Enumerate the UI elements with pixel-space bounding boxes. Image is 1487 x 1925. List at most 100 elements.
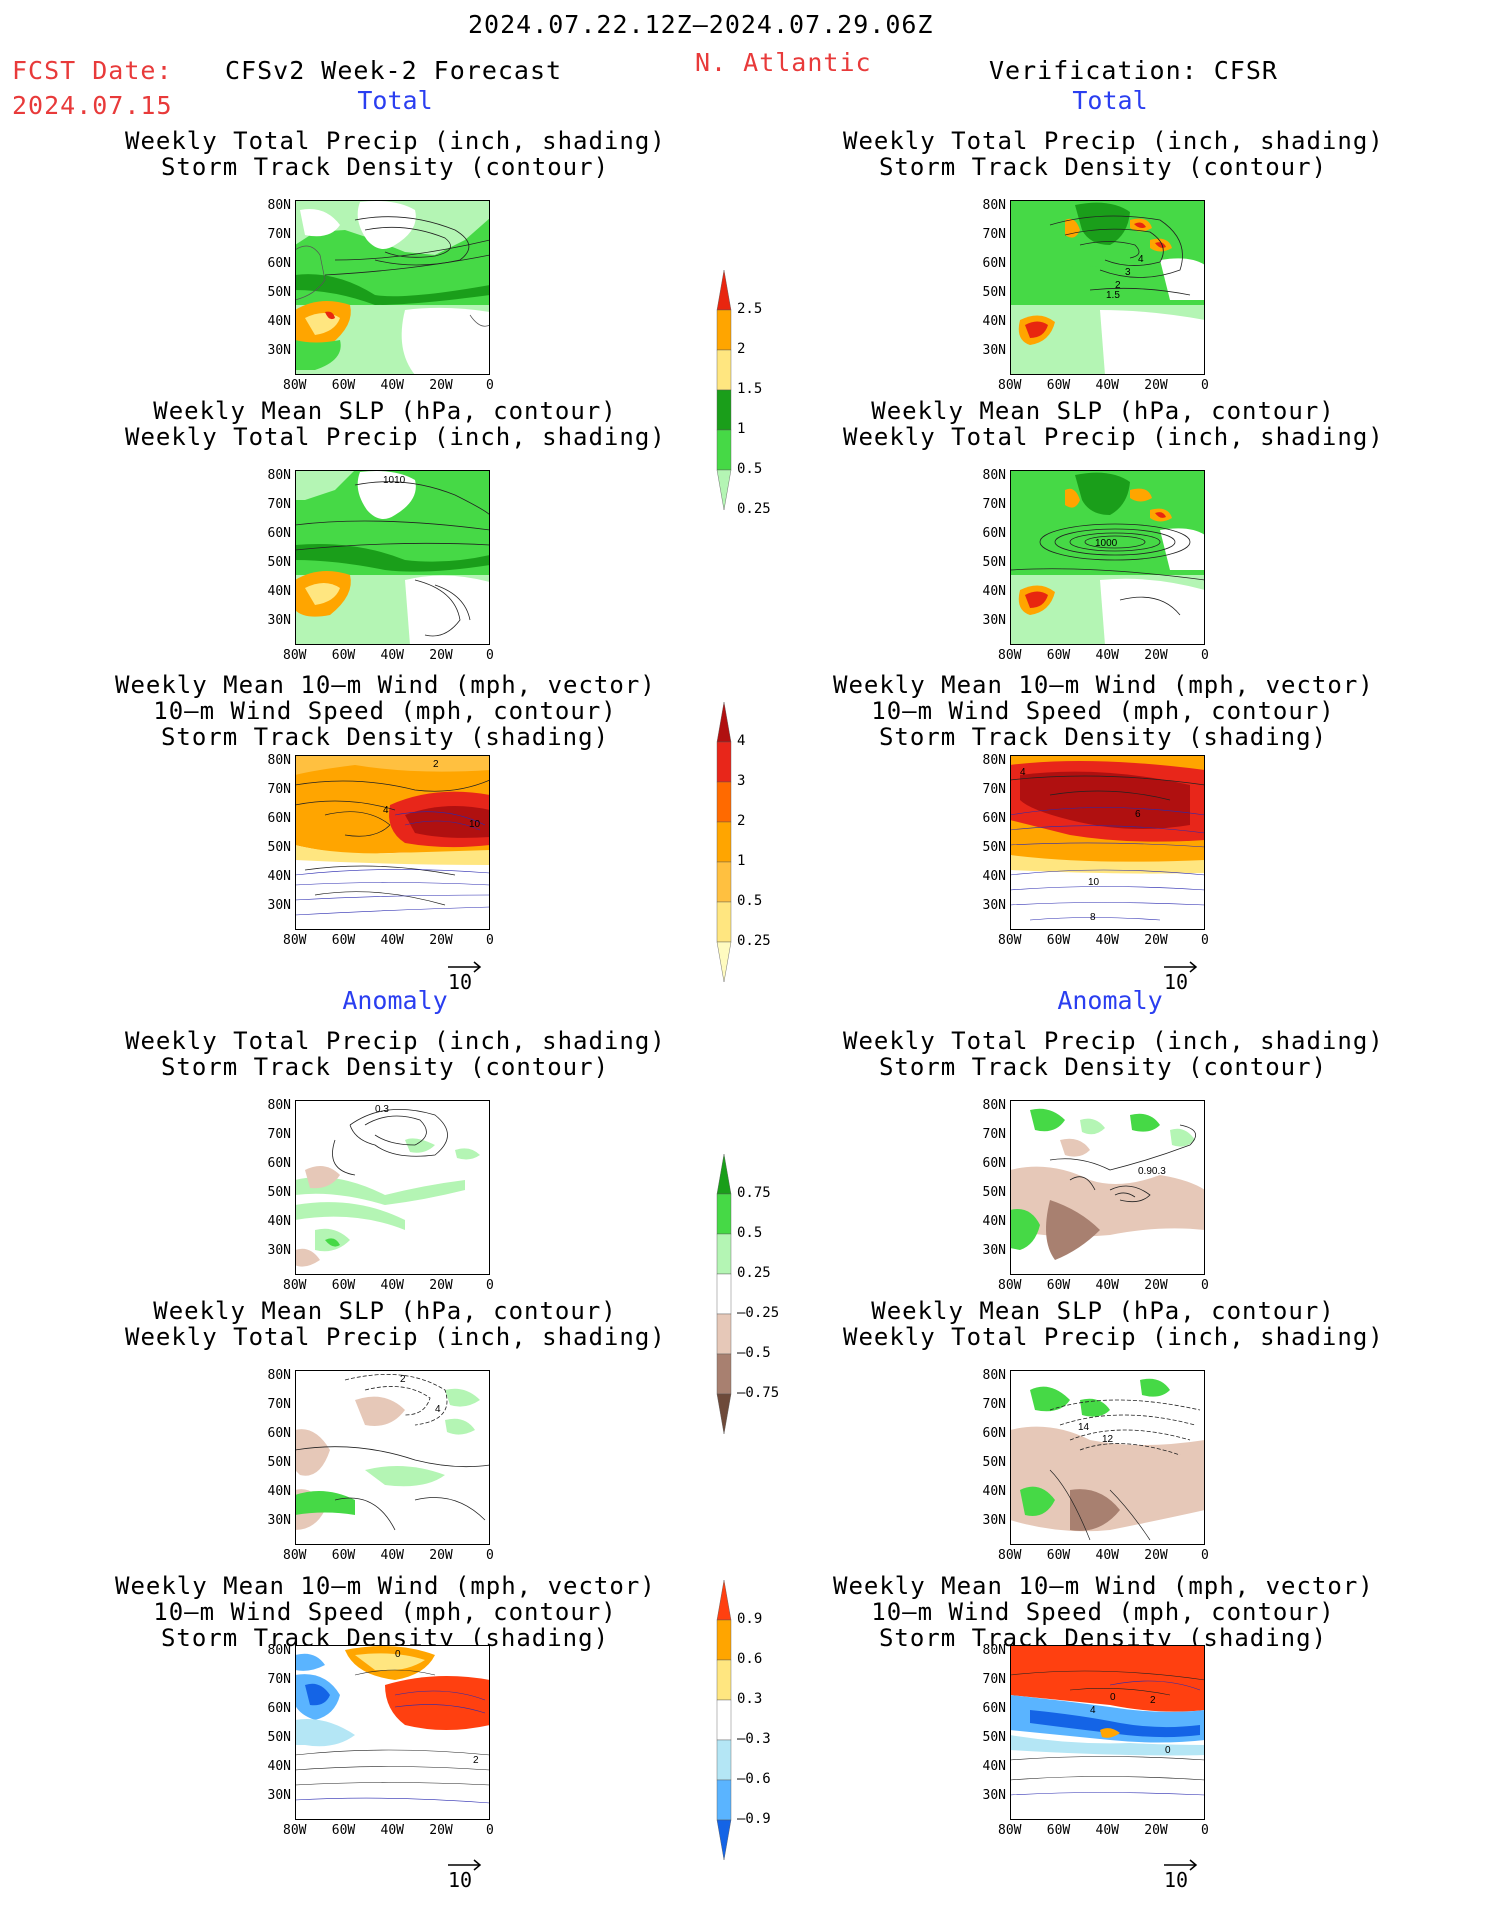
lon-tick-label: 0 (486, 378, 494, 393)
lat-tick-label: 50N (982, 840, 1006, 855)
colorbar-label: 0.6 (737, 1651, 763, 1667)
title-fc-slp-anom: Weekly Mean SLP (hPa, contour) Weekly To… (125, 1297, 666, 1351)
lon-tick-label: 80W (998, 1548, 1022, 1563)
lat-tick-label: 70N (267, 1397, 291, 1412)
contour-label: 12 (1102, 1434, 1114, 1445)
lat-tick-label: 60N (267, 1426, 291, 1441)
lon-tick-label: 40W (1095, 1548, 1119, 1563)
lat-tick-label: 80N (982, 198, 1006, 213)
lon-tick-label: 60W (1046, 933, 1071, 948)
contour-label: 3 (1125, 267, 1131, 278)
lon-tick-label: 60W (1046, 1548, 1071, 1563)
colorbar-segment (716, 269, 732, 311)
contour-label: 4 (1138, 254, 1144, 265)
vector-ref-ver-anom: 10 (1164, 1859, 1198, 1892)
lon-tick-label: 80W (283, 378, 307, 393)
fcst-date-value: 2024.07.15 (12, 91, 173, 120)
colorbar-precip_total (716, 269, 732, 511)
colorbar-label: 1 (737, 421, 746, 437)
lat-tick-label: 60N (982, 1426, 1006, 1441)
lat-tick-label: 70N (982, 227, 1006, 242)
lon-tick-label: 40W (380, 378, 404, 393)
lon-tick-label: 20W (1144, 1823, 1168, 1838)
colorbar-segment (716, 1153, 732, 1195)
contour-label: 2 (1150, 1695, 1156, 1706)
lat-tick-label: 30N (267, 1788, 291, 1803)
lat-tick-label: 40N (267, 584, 291, 599)
lat-tick-label: 50N (982, 1730, 1006, 1745)
map-ver-slp-total: 1000 (1010, 470, 1205, 645)
contour-label: 4 (383, 805, 389, 816)
lon-tick-label: 80W (283, 933, 307, 948)
verification-title: Verification: CFSR (989, 56, 1278, 85)
map-fc-slp-anom: 2 4 (295, 1370, 490, 1545)
lat-tick-label: 30N (982, 1513, 1006, 1528)
colorbar-label: 3 (737, 773, 746, 789)
colorbar-label: 2 (737, 341, 746, 357)
contour-label: 1010 (383, 475, 406, 486)
colorbar-segment (716, 901, 732, 943)
lon-tick-label: 60W (1046, 1823, 1071, 1838)
lon-tick-label: 20W (429, 1548, 453, 1563)
colorbar-label: –0.6 (737, 1771, 771, 1787)
contour-label: 4 (435, 1404, 441, 1415)
colorbar-segment (716, 741, 732, 783)
lat-tick-label: 70N (267, 1672, 291, 1687)
lat-tick-label: 30N (267, 1243, 291, 1258)
lat-tick-label: 70N (982, 782, 1006, 797)
title-ver-wind-anom: Weekly Mean 10–m Wind (mph, vector) 10–m… (833, 1572, 1374, 1652)
lat-tick-label: 30N (982, 613, 1006, 628)
title-ver-wind-total: Weekly Mean 10–m Wind (mph, vector) 10–m… (833, 671, 1374, 751)
contour-label: 6 (1135, 809, 1141, 820)
contour-label: 0.90.3 (1138, 1166, 1166, 1177)
colorbar-segment (716, 1193, 732, 1235)
lon-tick-label: 80W (283, 1548, 307, 1563)
lat-tick-label: 70N (267, 227, 291, 242)
colorbar-segment (716, 861, 732, 903)
lon-tick-label: 20W (429, 1278, 453, 1293)
colorbar-label: –0.75 (737, 1385, 780, 1401)
lon-tick-label: 20W (429, 933, 453, 948)
lat-tick-label: 40N (982, 869, 1006, 884)
lat-tick-label: 80N (267, 1368, 291, 1383)
lat-tick-label: 40N (267, 869, 291, 884)
lat-tick-label: 30N (267, 343, 291, 358)
colorbar-segment (716, 389, 732, 431)
colorbar-segment (716, 1393, 732, 1435)
lon-tick-label: 0 (1201, 378, 1209, 393)
lat-tick-label: 30N (267, 613, 291, 628)
colorbar-label: 0.3 (737, 1691, 763, 1707)
title-fc-wind-total: Weekly Mean 10–m Wind (mph, vector) 10–m… (115, 671, 656, 751)
lat-tick-label: 40N (982, 584, 1006, 599)
colorbar-segment (716, 1233, 732, 1275)
colorbar-segment (716, 1779, 732, 1821)
lat-tick-label: 50N (267, 1730, 291, 1745)
colorbar-label: 0.25 (737, 501, 771, 517)
contour-label: 8 (1090, 912, 1096, 923)
lon-tick-label: 20W (1144, 648, 1168, 663)
lat-tick-label: 30N (267, 898, 291, 913)
colorbar-label: 2.5 (737, 301, 763, 317)
lon-tick-label: 40W (1095, 1823, 1119, 1838)
colorbar-label: –0.3 (737, 1731, 771, 1747)
lon-tick-label: 20W (429, 1823, 453, 1838)
lat-tick-label: 70N (982, 1397, 1006, 1412)
colorbar-segment (716, 469, 732, 511)
lon-tick-label: 0 (486, 1278, 494, 1293)
vector-ref-fc-total: 10 (448, 961, 482, 994)
lon-tick-label: 60W (331, 648, 356, 663)
map-ver-precip-anom: 0.90.3 (1010, 1100, 1205, 1275)
colorbar-segment (716, 309, 732, 351)
map-fc-precip-anom: 0.3 (295, 1100, 490, 1275)
lon-tick-label: 80W (283, 648, 307, 663)
lon-tick-label: 60W (331, 1278, 356, 1293)
contour-label: 14 (1078, 1422, 1090, 1433)
colorbar-segment (716, 1819, 732, 1861)
lat-tick-label: 50N (982, 1185, 1006, 1200)
contour-label: 2 (1115, 280, 1121, 291)
lat-tick-label: 50N (267, 1455, 291, 1470)
colorbar-segment (716, 1313, 732, 1355)
lat-tick-label: 60N (267, 811, 291, 826)
lon-tick-label: 40W (1095, 1278, 1119, 1293)
lon-tick-label: 60W (331, 378, 356, 393)
